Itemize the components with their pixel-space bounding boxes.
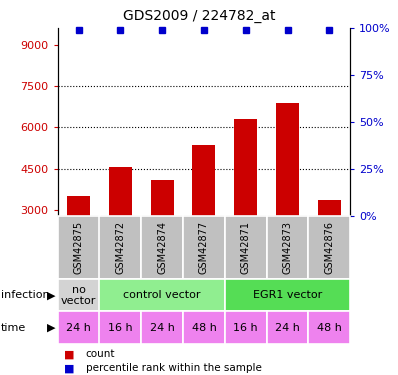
Text: 16 h: 16 h: [234, 323, 258, 333]
Text: 24 h: 24 h: [275, 323, 300, 333]
Bar: [318, 201, 341, 216]
Text: GSM42877: GSM42877: [199, 221, 209, 274]
Text: 24 h: 24 h: [66, 323, 91, 333]
Text: GSM42874: GSM42874: [157, 221, 167, 274]
Text: GSM42871: GSM42871: [241, 221, 251, 274]
Bar: [193, 146, 215, 216]
Text: ■: ■: [64, 350, 74, 359]
Bar: [109, 167, 132, 216]
Text: 16 h: 16 h: [108, 323, 133, 333]
Bar: [267, 311, 308, 344]
Text: GDS2009 / 224782_at: GDS2009 / 224782_at: [123, 9, 275, 23]
Text: time: time: [1, 323, 26, 333]
Text: count: count: [86, 350, 115, 359]
Text: EGR1 vector: EGR1 vector: [253, 290, 322, 300]
Text: control vector: control vector: [123, 290, 201, 300]
Bar: [225, 279, 350, 311]
Bar: [58, 311, 100, 344]
Bar: [234, 119, 257, 216]
Text: ▶: ▶: [47, 323, 55, 333]
Text: 48 h: 48 h: [191, 323, 217, 333]
Text: GSM42873: GSM42873: [283, 221, 293, 274]
Bar: [225, 216, 267, 279]
Bar: [141, 311, 183, 344]
Text: 24 h: 24 h: [150, 323, 175, 333]
Bar: [100, 279, 225, 311]
Bar: [225, 311, 267, 344]
Text: ▶: ▶: [47, 290, 55, 300]
Bar: [267, 216, 308, 279]
Bar: [183, 216, 225, 279]
Bar: [308, 216, 350, 279]
Text: GSM42876: GSM42876: [324, 221, 334, 274]
Bar: [100, 311, 141, 344]
Text: infection: infection: [1, 290, 49, 300]
Text: 48 h: 48 h: [317, 323, 342, 333]
Bar: [58, 279, 100, 311]
Bar: [308, 311, 350, 344]
Bar: [100, 216, 141, 279]
Text: ■: ■: [64, 363, 74, 373]
Bar: [151, 180, 174, 216]
Bar: [58, 216, 100, 279]
Text: percentile rank within the sample: percentile rank within the sample: [86, 363, 261, 373]
Text: GSM42872: GSM42872: [115, 221, 125, 274]
Bar: [67, 196, 90, 216]
Bar: [183, 311, 225, 344]
Text: no
vector: no vector: [61, 285, 96, 306]
Bar: [141, 216, 183, 279]
Bar: [276, 103, 299, 216]
Text: GSM42875: GSM42875: [74, 221, 84, 274]
